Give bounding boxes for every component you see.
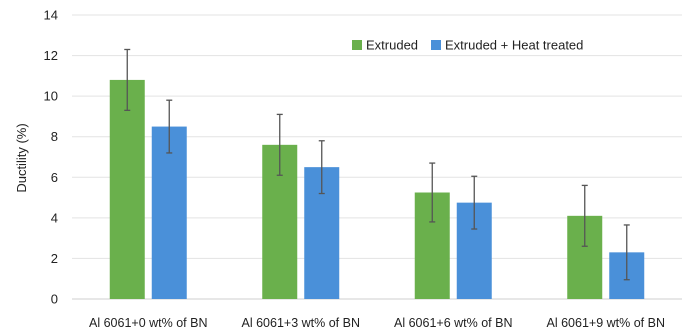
y-tick-label: 4 — [51, 210, 58, 225]
error-bar — [471, 175, 478, 230]
bar-extruded — [109, 79, 145, 300]
error-bars — [124, 48, 630, 281]
x-category-label: Al 6061+3 wt% of BN — [242, 316, 360, 330]
y-tick-label: 12 — [44, 48, 58, 63]
legend-label-extruded: Extruded — [366, 38, 418, 53]
error-bar — [276, 113, 283, 176]
legend-swatch-extruded — [352, 40, 362, 50]
error-bar — [124, 48, 131, 111]
legend: Extruded Extruded + Heat treated — [352, 38, 583, 53]
y-axis-label: Ductility (%) — [14, 123, 29, 192]
error-bar — [166, 99, 173, 154]
legend-label-heat-treated: Extruded + Heat treated — [445, 38, 583, 53]
legend-swatch-heat-treated — [431, 40, 441, 50]
error-bar — [429, 162, 436, 223]
y-tick-label: 10 — [44, 89, 58, 104]
bar-heat-treated — [151, 126, 187, 299]
y-tick-label: 14 — [44, 8, 58, 23]
error-bar — [581, 184, 588, 247]
x-category-label: Al 6061+9 wt% of BN — [547, 316, 665, 330]
error-bar — [318, 140, 325, 195]
x-category-labels: Al 6061+0 wt% of BN Al 6061+3 wt% of BN Al… — [89, 316, 665, 330]
x-category-label: Al 6061+6 wt% of BN — [394, 316, 512, 330]
error-bar — [623, 224, 630, 281]
y-tick-labels: 0 2 4 6 8 10 12 14 — [44, 8, 58, 307]
y-tick-label: 8 — [51, 129, 58, 144]
y-tick-label: 2 — [51, 251, 58, 266]
x-category-label: Al 6061+0 wt% of BN — [89, 316, 207, 330]
y-tick-label: 6 — [51, 170, 58, 185]
y-tick-label: 0 — [51, 292, 58, 307]
bars — [109, 79, 645, 300]
